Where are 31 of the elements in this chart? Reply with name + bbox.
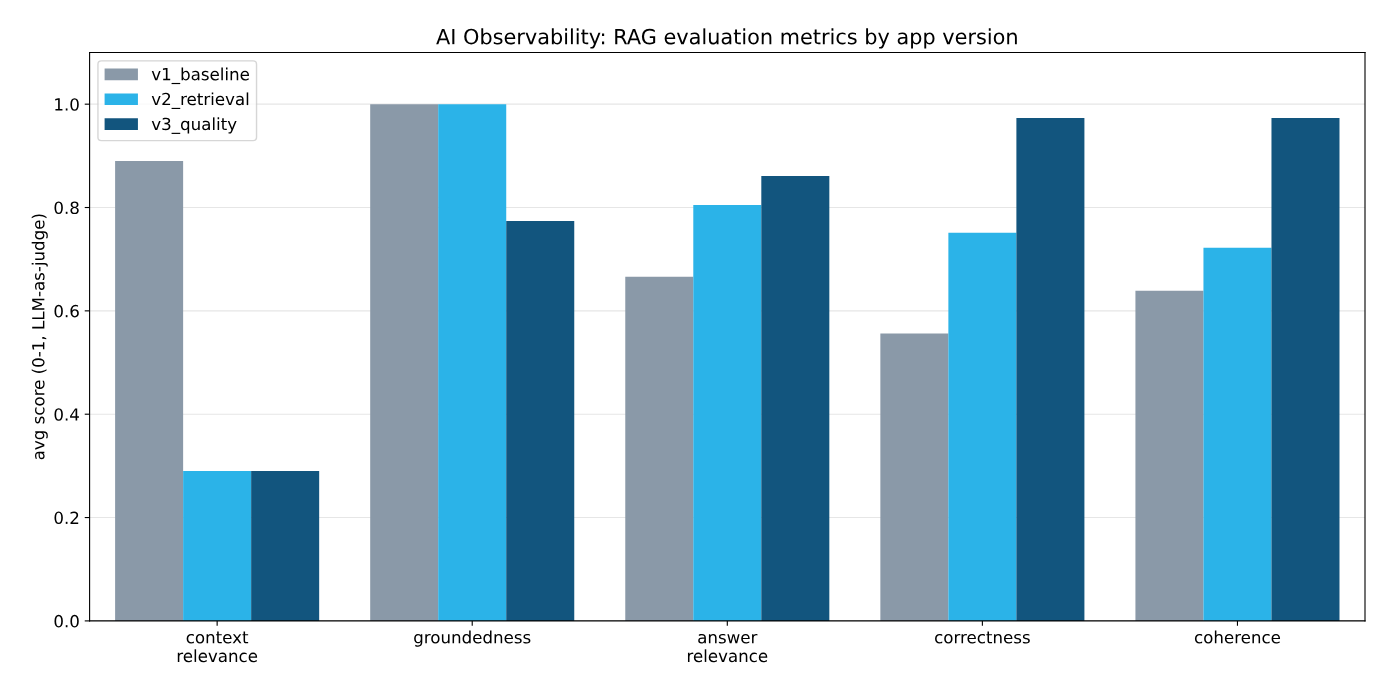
- x-tick-label: groundedness: [414, 630, 531, 647]
- legend-label: v2_retrieval: [151, 92, 249, 110]
- bar: [1135, 290, 1204, 621]
- bar: [948, 232, 1017, 621]
- x-tick-label: context relevance: [177, 631, 258, 663]
- bar: [880, 333, 949, 621]
- bar: [506, 220, 575, 621]
- legend-label: v1_baseline: [151, 67, 249, 85]
- y-tick-label: 1.0: [55, 98, 79, 111]
- x-tick-label: coherence: [1194, 630, 1281, 644]
- bar: [251, 471, 320, 621]
- bar: [370, 104, 439, 621]
- y-tick-label: 0.6: [54, 304, 79, 318]
- y-tick-label: 0.0: [54, 614, 79, 628]
- bar: [1016, 118, 1085, 621]
- x-tick-label: answer relevance: [687, 633, 768, 663]
- y-axis-title: avg score (0-1, LLM-as-judge): [31, 214, 48, 460]
- bar: [183, 471, 252, 621]
- bar: [438, 104, 507, 621]
- x-tick-label: correctness: [935, 631, 1030, 644]
- y-tick-label: 0.2: [54, 511, 79, 525]
- bar: [1271, 118, 1340, 621]
- bar: [761, 176, 830, 621]
- bar: [115, 161, 184, 621]
- legend-label: v3_quality: [151, 117, 237, 134]
- bar: [1203, 247, 1272, 621]
- bar: [693, 204, 762, 621]
- y-tick-label: 0.4: [54, 408, 79, 421]
- chart-title: AI Observability: RAG evaluation metrics by app version: [436, 28, 1017, 49]
- y-tick-label: 0.8: [54, 201, 79, 215]
- bar: [625, 276, 694, 621]
